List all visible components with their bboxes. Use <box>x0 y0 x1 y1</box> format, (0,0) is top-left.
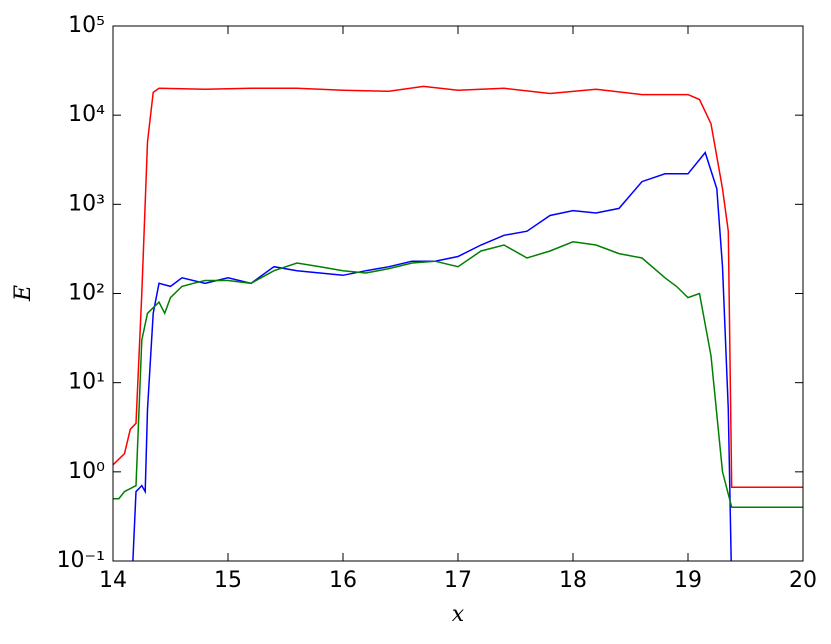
x-tick-label: 19 <box>674 568 702 593</box>
line-series <box>113 85 803 489</box>
y-tick-label: 10⁵ <box>68 13 105 38</box>
x-tick-label: 15 <box>214 568 242 593</box>
x-tick-label: 16 <box>329 568 357 593</box>
x-tick-label: 14 <box>99 568 127 593</box>
line-series <box>132 151 732 561</box>
y-tick-label: 10² <box>68 281 105 306</box>
line-series <box>113 241 803 509</box>
y-axis-label: E <box>11 285 36 302</box>
x-tick-label: 17 <box>444 568 472 593</box>
x-axis-label: x <box>452 602 465 627</box>
y-tick-label: 10³ <box>68 191 105 216</box>
y-tick-label: 10⁴ <box>68 102 105 127</box>
x-tick-label: 18 <box>559 568 587 593</box>
x-tick-label: 20 <box>789 568 817 593</box>
y-tick-label: 10⁻¹ <box>57 548 105 573</box>
y-tick-label: 10¹ <box>68 370 105 395</box>
y-tick-label: 10⁰ <box>68 459 105 484</box>
plot-lines <box>113 85 803 561</box>
